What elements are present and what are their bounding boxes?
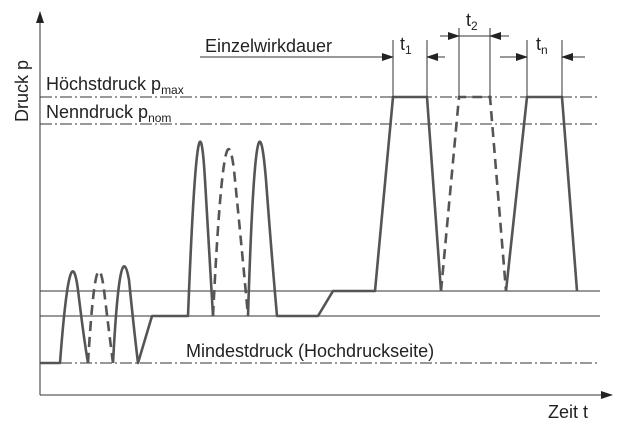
tn-label: tn [536, 34, 548, 57]
text-part: t [466, 10, 471, 30]
min-label: Mindestdruck (Hochdruckseite) [186, 341, 434, 361]
t1-label: t1 [400, 34, 412, 57]
t2-label: t2 [466, 10, 478, 33]
text-part: Nenndruck p [46, 102, 148, 122]
y-axis-label: Druck p [12, 60, 32, 122]
text-part: n [541, 43, 548, 57]
pressure-curve-dashed [86, 95, 508, 364]
max-label: Höchstdruck pmax [46, 74, 184, 97]
pressure-curve [40, 95, 579, 365]
text-part: t [536, 34, 541, 54]
x-axis-label: Zeit t [548, 402, 588, 422]
text-part: t [400, 34, 405, 54]
text-part: 1 [405, 43, 412, 57]
text-part: 2 [471, 19, 478, 33]
nom-label: Nenndruck pnom [46, 102, 171, 125]
text-part: max [161, 83, 184, 97]
text-part: nom [148, 111, 171, 125]
text-part: Höchstdruck p [46, 74, 161, 94]
duration-label: Einzelwirkdauer [205, 36, 332, 56]
